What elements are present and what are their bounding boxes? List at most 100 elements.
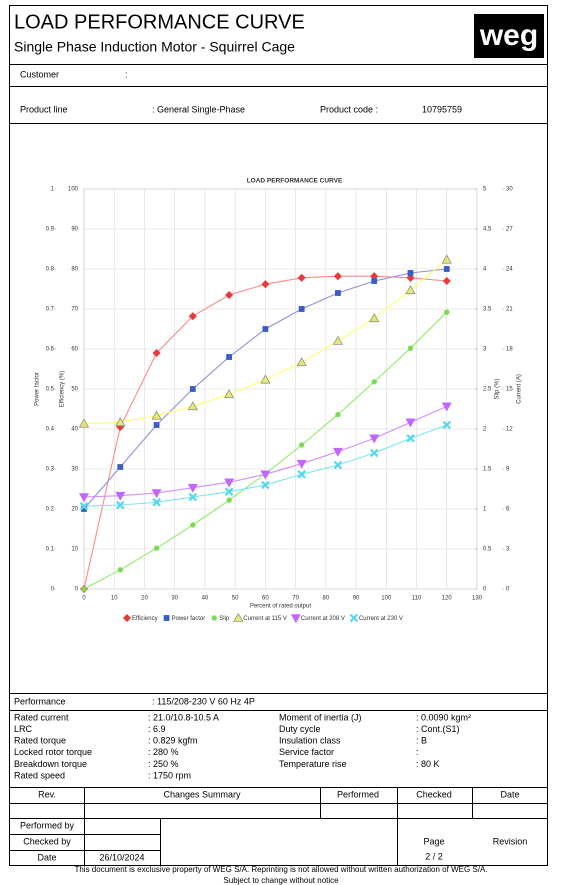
marker <box>332 335 343 345</box>
marker <box>335 411 341 418</box>
x-tick-label: 60 <box>262 596 269 602</box>
marker <box>190 522 196 528</box>
marker <box>444 309 450 315</box>
y-tick-label: 5 <box>483 187 487 193</box>
product-line-label: Product line <box>20 104 68 114</box>
x-axis-label: Percent of rated output <box>250 604 311 610</box>
x-tick-label: 50 <box>232 596 239 602</box>
y-tick-label: 0 <box>506 587 510 593</box>
spec-value: : 0.829 kgfm <box>148 736 198 746</box>
marker <box>371 379 377 385</box>
page-value: 2 / 2 <box>425 851 443 861</box>
spec-label: Temperature rise <box>279 759 347 769</box>
marker <box>117 567 123 573</box>
x-tick-label: 30 <box>171 596 178 602</box>
marker <box>78 418 90 428</box>
marker <box>335 290 341 296</box>
marker <box>122 613 132 623</box>
marker <box>441 254 452 264</box>
marker <box>211 615 217 621</box>
marker <box>260 374 271 384</box>
marker <box>296 459 307 469</box>
marker <box>117 464 124 470</box>
y-axis-label: Efficiency (%) <box>60 371 66 408</box>
marker <box>371 278 378 284</box>
marker <box>81 586 87 592</box>
y-tick-label: 30 <box>71 467 78 473</box>
y-tick-label: 40 <box>71 427 78 433</box>
marker <box>115 500 125 510</box>
marker <box>152 498 161 507</box>
marker <box>369 434 380 444</box>
spec-label: Breakdown torque <box>14 759 87 769</box>
marker <box>349 613 359 623</box>
marker <box>261 480 270 490</box>
y-tick-label: 0.4 <box>46 427 55 433</box>
legend-item: Power factor <box>163 615 205 622</box>
logo-box <box>474 14 544 58</box>
page-border <box>9 5 548 866</box>
spec-label: Insulation class <box>279 736 341 746</box>
marker <box>79 502 89 511</box>
y-tick-label: 0.7 <box>46 307 55 313</box>
spec-label: Rated torque <box>14 736 66 746</box>
performance-label: Performance <box>14 696 66 706</box>
chart-title: LOAD PERFORMANCE CURVE <box>247 178 343 185</box>
marker <box>297 273 306 282</box>
product-code-label: Product code : <box>320 104 378 114</box>
legend-label: Current at 208 V <box>301 616 345 622</box>
marker <box>115 417 126 427</box>
legend-label: Current at 115 V <box>243 616 287 622</box>
legend-item: Current at 208 V <box>290 614 345 624</box>
spec-label: Rated speed <box>14 770 65 780</box>
spec-value: : <box>416 747 419 757</box>
legend-item: Slip <box>211 615 230 622</box>
spec-label: Duty cycle <box>279 724 321 734</box>
spec-value: : 80 K <box>416 759 440 769</box>
column-header: Checked <box>416 789 452 799</box>
marker <box>260 470 271 480</box>
y-tick-label: 100 <box>68 187 79 193</box>
marker <box>226 497 232 503</box>
y-axis-label: Power factor <box>35 372 41 406</box>
marker <box>262 326 269 332</box>
x-tick-label: 110 <box>412 596 422 602</box>
y-tick-label: 1 <box>51 187 55 193</box>
column-header: Changes Summary <box>163 789 241 799</box>
marker <box>187 401 198 411</box>
y-tick-label: 30 <box>506 187 513 193</box>
checked-by: Checked by <box>23 836 71 846</box>
y-tick-label: 0.5 <box>46 387 55 393</box>
marker <box>261 280 270 289</box>
spec-label: Service factor <box>279 747 334 757</box>
column-header: Rev. <box>38 789 56 799</box>
marker <box>153 422 160 428</box>
y-axis-label: Slip (%) <box>495 378 501 399</box>
spec-value: : 0.0090 kgm² <box>416 712 471 722</box>
x-tick-label: 10 <box>111 596 118 602</box>
marker <box>406 273 415 282</box>
marker <box>187 483 198 493</box>
y-tick-label: 0.5 <box>483 547 492 553</box>
marker <box>333 272 342 281</box>
y-tick-label: 12 <box>506 427 513 433</box>
marker <box>297 470 306 479</box>
y-tick-label: 80 <box>71 267 78 273</box>
marker <box>298 442 305 448</box>
marker <box>290 614 301 624</box>
x-tick-label: 40 <box>202 596 209 602</box>
y-tick-label: 3 <box>483 347 487 353</box>
marker <box>226 354 233 360</box>
marker <box>189 386 196 392</box>
legend-label: Current at 230 V <box>359 616 403 622</box>
date-value: 26/10/2024 <box>99 852 144 862</box>
legend-item: Current at 115 V <box>233 612 287 622</box>
y-tick-label: 0.8 <box>46 267 55 273</box>
performed-by: Performed by <box>20 820 75 830</box>
y-tick-label: 2.5 <box>483 387 492 393</box>
column-header: Performed <box>337 789 379 799</box>
y-tick-label: 9 <box>506 467 510 473</box>
legend-item: Efficiency <box>122 613 158 623</box>
y-tick-label: 20 <box>71 507 78 513</box>
x-tick-label: 20 <box>141 596 148 602</box>
